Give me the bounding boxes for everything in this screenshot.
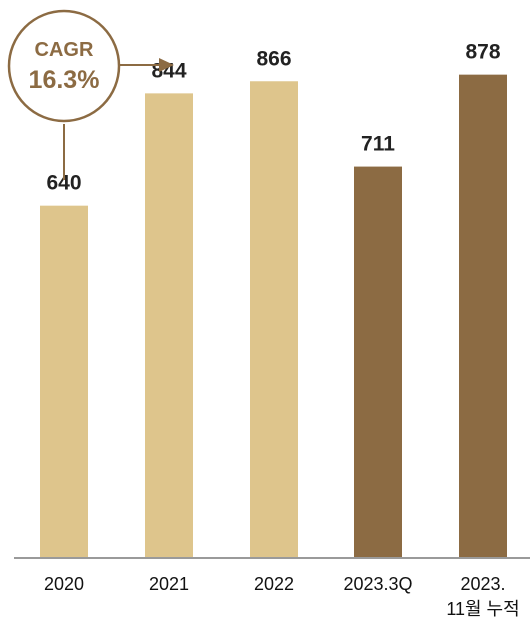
tick-label-line: 2023. (460, 574, 505, 594)
tick-label-0: 2020 (44, 574, 84, 594)
value-label-3: 711 (361, 133, 395, 156)
tick-label-2: 2022 (254, 574, 294, 594)
cagr-arrow-head-icon (159, 58, 174, 72)
tick-label-4: 2023. 11월 누적 (446, 574, 519, 619)
bar-0 (40, 205, 88, 558)
cagr-badge-circle (7, 9, 121, 123)
value-label-4: 878 (465, 41, 500, 64)
cagr-annotation: CAGR 16.3% (7, 9, 174, 180)
bars-layer (40, 74, 507, 559)
bar-2 (250, 81, 298, 559)
tick-label-line: 2020 (44, 574, 84, 594)
bar-4 (459, 74, 507, 558)
tick-label-line: 2021 (149, 574, 189, 594)
x-axis-tick-labels: 2020 2021 2022 2023.3Q 2023. 11월 누적 (44, 574, 520, 619)
value-label-0: 640 (46, 172, 81, 195)
cagr-value: 16.3% (29, 66, 100, 94)
bar-1 (145, 93, 193, 558)
tick-label-1: 2021 (149, 574, 189, 594)
bar-3 (354, 166, 402, 559)
tick-label-line: 2023.3Q (343, 574, 412, 594)
tick-label-3: 2023.3Q (343, 574, 412, 594)
value-label-2: 866 (256, 47, 291, 70)
tick-label-line: 11월 누적 (446, 599, 519, 619)
tick-label-line: 2022 (254, 574, 294, 594)
cagr-title: CAGR (35, 39, 94, 61)
